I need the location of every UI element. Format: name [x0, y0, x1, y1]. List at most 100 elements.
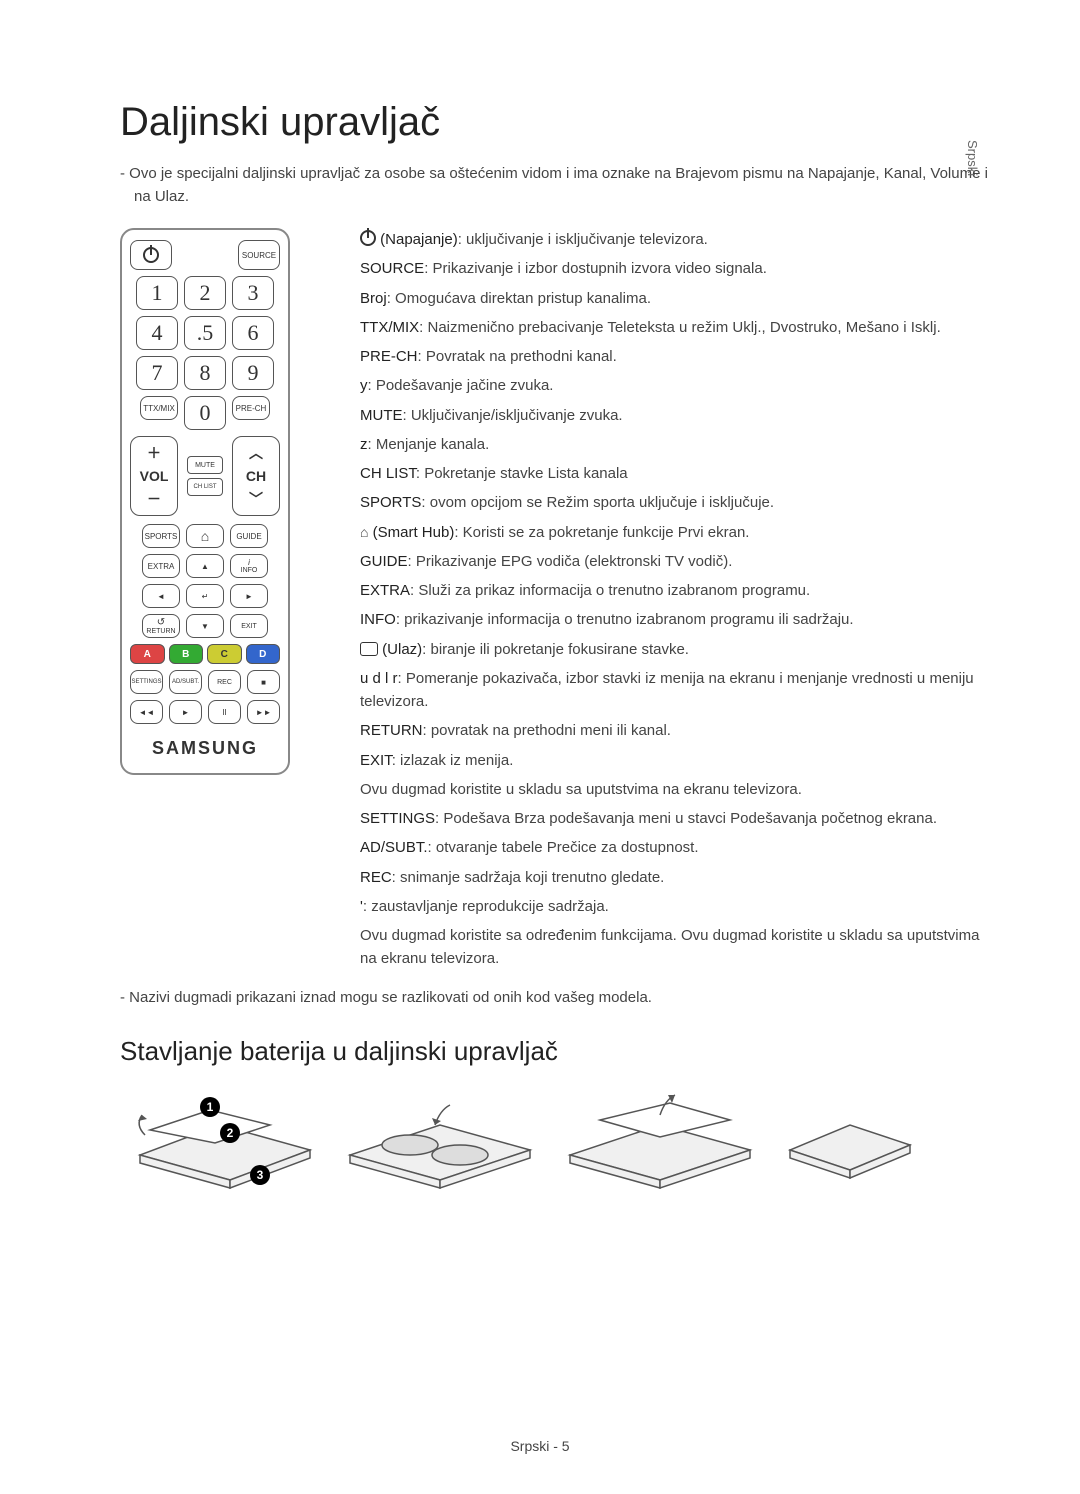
description-item: INFO: prikazivanje informacija o trenutn… — [360, 608, 990, 631]
color-b-button: B — [169, 644, 204, 664]
description-item: (Napajanje): uključivanje i isključivanj… — [360, 228, 990, 251]
term: INFO — [360, 611, 396, 628]
step-number-3: 3 — [250, 1165, 270, 1185]
dpad-up-shortcut: ▲ — [186, 554, 224, 578]
num-7: 7 — [136, 356, 178, 390]
description-item: Ovu dugmad koristite sa određenim funkci… — [360, 924, 990, 971]
description-item: PRE-CH: Povratak na prethodni kanal. — [360, 345, 990, 368]
num-8: 8 — [184, 356, 226, 390]
dpad-right: ► — [230, 584, 268, 608]
num-9: 9 — [232, 356, 274, 390]
chlist-button: CH LIST — [187, 478, 223, 496]
description-item: AD/SUBT.: otvaranje tabele Prečice za do… — [360, 836, 990, 859]
battery-figures-row: 1 2 3 — [120, 1085, 990, 1195]
description-item: EXTRA: Služi za prikaz informacija o tre… — [360, 579, 990, 602]
chevron-down-icon: ﹀ — [249, 489, 263, 509]
enter-icon — [360, 642, 378, 656]
forward-button: ►► — [247, 700, 280, 724]
desc-text: : Povratak na prethodni kanal. — [418, 348, 617, 365]
ttx-label: TTX/MIX — [143, 404, 175, 413]
source-label: SOURCE — [242, 251, 276, 260]
desc-text: : Pomeranje pokazivača, izbor stavki iz … — [360, 670, 974, 710]
exit-button: EXIT — [230, 614, 268, 638]
description-item: RETURN: povratak na prethodni meni ili k… — [360, 719, 990, 742]
chevron-up-icon: ︿ — [249, 443, 263, 463]
num-5: .5 — [184, 316, 226, 350]
descriptions-column: (Napajanje): uključivanje i isključivanj… — [360, 228, 990, 971]
term: RETURN — [360, 722, 423, 739]
extra-button: EXTRA — [142, 554, 180, 578]
step-number-2: 2 — [220, 1123, 240, 1143]
battery-step-3 — [560, 1085, 760, 1195]
desc-text: : zaustavljanje reprodukcije sadržaja. — [363, 898, 609, 915]
smarthub-button: ⌂ — [186, 524, 224, 548]
battery-step-1: 1 2 3 — [120, 1085, 320, 1195]
power-icon — [360, 230, 376, 246]
term: GUIDE — [360, 553, 408, 570]
description-item: ': zaustavljanje reprodukcije sadržaja. — [360, 895, 990, 918]
description-item: Broj: Omogućava direktan pristup kanalim… — [360, 287, 990, 310]
main-content-row: SOURCE 1 2 3 4 .5 6 7 8 9 TTX/MIX 0 PRE-… — [120, 228, 990, 971]
dpad-left: ◄ — [142, 584, 180, 608]
term: EXIT — [360, 752, 392, 769]
remote-diagram: SOURCE 1 2 3 4 .5 6 7 8 9 TTX/MIX 0 PRE-… — [120, 228, 290, 775]
ttx-button: TTX/MIX — [140, 396, 178, 420]
description-item: SPORTS: ovom opcijom se Režim sporta ukl… — [360, 491, 990, 514]
subtitle: Stavljanje baterija u daljinski upravlja… — [120, 1036, 990, 1067]
description-item: SOURCE: Prikazivanje i izbor dostupnih i… — [360, 257, 990, 280]
play-button: ► — [169, 700, 202, 724]
page-footer: Srpski - 5 — [510, 1438, 569, 1454]
settings-button: SETTINGS — [130, 670, 163, 694]
desc-text: : Uključivanje/isključivanje zvuka. — [403, 407, 623, 424]
footnote: Nazivi dugmadi prikazani iznad mogu se r… — [120, 989, 990, 1006]
guide-button: GUIDE — [230, 524, 268, 548]
term: SPORTS — [360, 494, 421, 511]
dpad-down: ▼ — [186, 614, 224, 638]
desc-text: Ovu dugmad koristite sa određenim funkci… — [360, 927, 979, 967]
description-item: MUTE: Uključivanje/isključivanje zvuka. — [360, 404, 990, 427]
home-icon: ⌂ — [201, 528, 209, 544]
term: Broj — [360, 290, 387, 307]
stop-button: ■ — [247, 670, 280, 694]
description-item: ⌂ (Smart Hub): Koristi se za pokretanje … — [360, 521, 990, 544]
term: (Napajanje) — [380, 231, 458, 248]
enter-button: ↵ — [186, 584, 224, 608]
battery-step-4 — [780, 1085, 920, 1195]
color-a-button: A — [130, 644, 165, 664]
prech-label: PRE-CH — [236, 404, 267, 413]
term: PRE-CH — [360, 348, 418, 365]
desc-text: : otvaranje tabele Prečice za dostupnost… — [428, 839, 699, 856]
term: TTX/MIX — [360, 319, 419, 336]
info-label: INFO — [241, 567, 258, 574]
color-d-button: D — [246, 644, 281, 664]
description-item: u d l r: Pomeranje pokazivača, izbor sta… — [360, 667, 990, 714]
desc-text: : snimanje sadržaja koji trenutno gledat… — [392, 869, 665, 886]
mute-button: MUTE — [187, 456, 223, 474]
desc-text: : uključivanje i isključivanje televizor… — [458, 231, 708, 248]
language-side-label: Srpski — [965, 140, 980, 176]
desc-text: : Podešavanje jačine zvuka. — [368, 377, 554, 394]
desc-text: : biranje ili pokretanje fokusirane stav… — [422, 641, 689, 658]
rewind-button: ◄◄ — [130, 700, 163, 724]
exit-label: EXIT — [241, 623, 257, 630]
samsung-logo: SAMSUNG — [130, 738, 280, 759]
desc-text: : Podešava Brza podešavanja meni u stavc… — [435, 810, 937, 827]
home-icon: ⌂ — [360, 522, 368, 544]
description-item: z: Menjanje kanala. — [360, 433, 990, 456]
power-button — [130, 240, 172, 270]
color-c-button: C — [207, 644, 242, 664]
num-6: 6 — [232, 316, 274, 350]
description-item: EXIT: izlazak iz menija. — [360, 749, 990, 772]
description-item: TTX/MIX: Naizmenično prebacivanje Telete… — [360, 316, 990, 339]
num-2: 2 — [184, 276, 226, 310]
term: EXTRA — [360, 582, 410, 599]
battery-step-2 — [340, 1085, 540, 1195]
power-icon — [143, 247, 159, 263]
rec-button: REC — [208, 670, 241, 694]
desc-text: : Menjanje kanala. — [368, 436, 490, 453]
minus-icon: － — [147, 489, 161, 509]
remote-column: SOURCE 1 2 3 4 .5 6 7 8 9 TTX/MIX 0 PRE-… — [120, 228, 300, 971]
step-number-1: 1 — [200, 1097, 220, 1117]
desc-text: : prikazivanje informacija o trenutno iz… — [396, 611, 854, 628]
term: u d l r — [360, 670, 398, 687]
